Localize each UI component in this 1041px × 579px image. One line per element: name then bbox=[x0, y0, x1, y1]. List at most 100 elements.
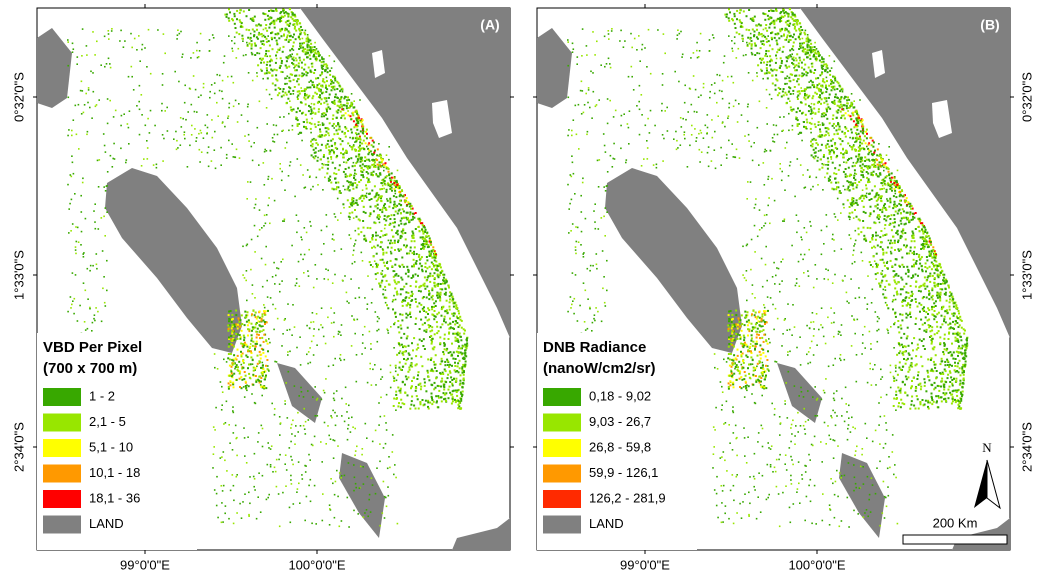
detection bbox=[228, 346, 230, 348]
detection bbox=[336, 97, 338, 99]
detection bbox=[267, 61, 269, 63]
detection bbox=[933, 318, 935, 320]
detection bbox=[395, 316, 397, 318]
detection bbox=[434, 272, 436, 274]
detection bbox=[402, 299, 404, 301]
detection bbox=[311, 103, 313, 105]
detection bbox=[256, 333, 258, 335]
detection bbox=[185, 119, 187, 121]
detection bbox=[421, 340, 423, 342]
detection bbox=[325, 147, 327, 149]
detection bbox=[282, 71, 284, 73]
detection bbox=[335, 173, 337, 175]
detection bbox=[225, 422, 227, 424]
detection bbox=[899, 187, 901, 189]
detection bbox=[854, 179, 856, 181]
detection bbox=[246, 42, 248, 44]
detection bbox=[191, 134, 193, 136]
detection bbox=[400, 204, 402, 206]
detection bbox=[287, 35, 289, 37]
detection bbox=[347, 130, 349, 132]
detection bbox=[274, 37, 276, 39]
detection bbox=[417, 275, 419, 277]
detection bbox=[363, 211, 365, 213]
detection bbox=[348, 526, 350, 528]
detection bbox=[776, 69, 778, 71]
detection bbox=[438, 312, 440, 314]
detection bbox=[79, 305, 81, 307]
detection bbox=[815, 147, 817, 149]
detection bbox=[426, 242, 428, 244]
detection bbox=[463, 374, 465, 376]
detection bbox=[339, 192, 341, 194]
detection bbox=[240, 351, 242, 353]
detection bbox=[236, 18, 238, 20]
detection bbox=[415, 408, 417, 410]
detection bbox=[280, 57, 282, 59]
detection bbox=[889, 242, 891, 244]
detection bbox=[321, 73, 323, 75]
detection bbox=[453, 378, 455, 380]
detection bbox=[413, 264, 415, 266]
detection bbox=[280, 65, 282, 67]
detection bbox=[237, 328, 239, 330]
detection bbox=[126, 159, 128, 161]
detection bbox=[106, 63, 108, 65]
detection bbox=[329, 176, 331, 178]
detection bbox=[391, 265, 393, 267]
detection bbox=[453, 312, 455, 314]
detection bbox=[283, 12, 285, 14]
detection bbox=[284, 463, 286, 465]
detection bbox=[292, 125, 294, 127]
detection bbox=[353, 490, 355, 492]
detection bbox=[248, 385, 250, 387]
detection bbox=[920, 290, 922, 292]
detection bbox=[941, 361, 943, 363]
detection bbox=[430, 359, 432, 361]
detection bbox=[458, 345, 460, 347]
detection bbox=[375, 384, 377, 386]
detection bbox=[262, 78, 264, 80]
detection bbox=[417, 398, 419, 400]
detection bbox=[406, 205, 408, 207]
detection bbox=[328, 366, 330, 368]
detection bbox=[108, 30, 110, 32]
detection bbox=[258, 34, 260, 36]
detection bbox=[310, 43, 312, 45]
detection bbox=[386, 304, 388, 306]
detection bbox=[420, 304, 422, 306]
detection bbox=[354, 165, 356, 167]
detection bbox=[453, 306, 455, 308]
detection bbox=[347, 142, 349, 144]
detection bbox=[380, 230, 382, 232]
detection bbox=[242, 274, 244, 276]
detection bbox=[387, 246, 389, 248]
detection bbox=[402, 288, 404, 290]
detection bbox=[375, 235, 377, 237]
detection bbox=[295, 118, 297, 120]
detection bbox=[403, 210, 405, 212]
detection bbox=[317, 77, 319, 79]
detection bbox=[284, 400, 286, 402]
detection bbox=[787, 24, 789, 26]
detection bbox=[201, 132, 203, 134]
detection bbox=[285, 147, 287, 149]
detection bbox=[728, 8, 730, 10]
detection bbox=[377, 245, 379, 247]
detection bbox=[845, 162, 847, 164]
detection bbox=[80, 195, 82, 197]
detection bbox=[367, 275, 369, 277]
detection bbox=[236, 474, 238, 476]
detection bbox=[353, 120, 355, 122]
detection bbox=[223, 423, 225, 425]
detection bbox=[313, 108, 315, 110]
detection bbox=[316, 48, 318, 50]
detection bbox=[376, 159, 378, 161]
detection bbox=[386, 217, 388, 219]
detection bbox=[444, 310, 446, 312]
detection bbox=[355, 124, 357, 126]
detection bbox=[381, 209, 383, 211]
detection bbox=[921, 340, 923, 342]
detection bbox=[279, 116, 281, 118]
detection bbox=[295, 285, 297, 287]
